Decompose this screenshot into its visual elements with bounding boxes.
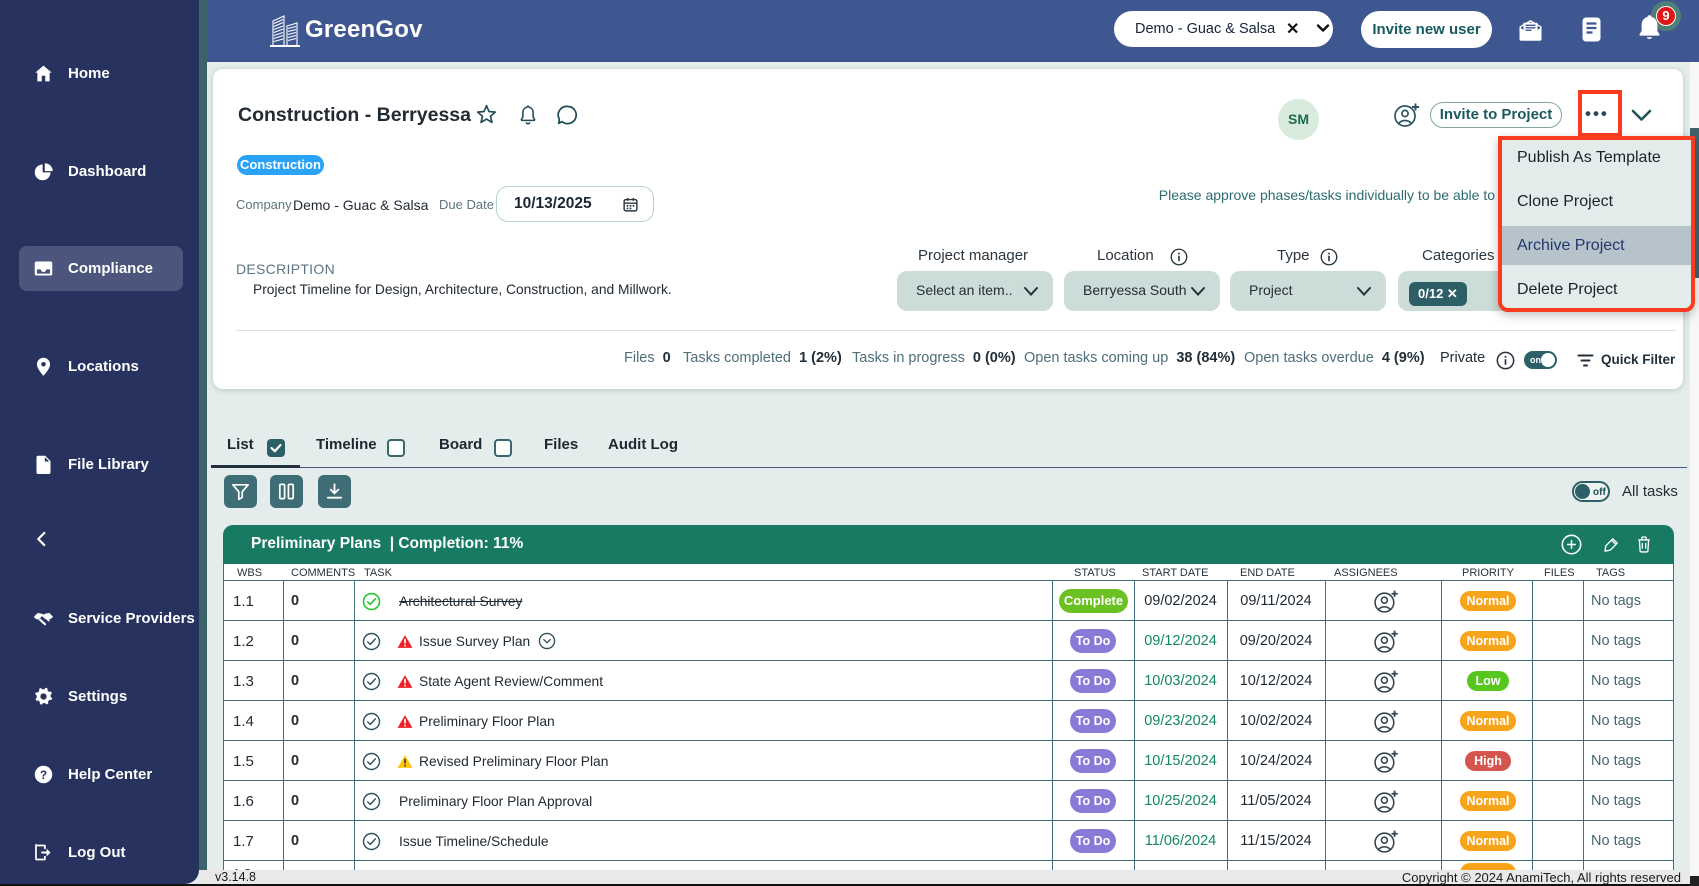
svg-text:?: ? [40,767,47,781]
